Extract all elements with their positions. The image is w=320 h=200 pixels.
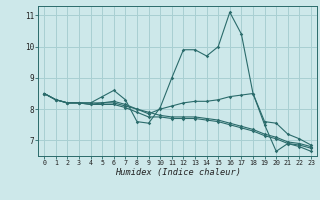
- X-axis label: Humidex (Indice chaleur): Humidex (Indice chaleur): [115, 168, 241, 177]
